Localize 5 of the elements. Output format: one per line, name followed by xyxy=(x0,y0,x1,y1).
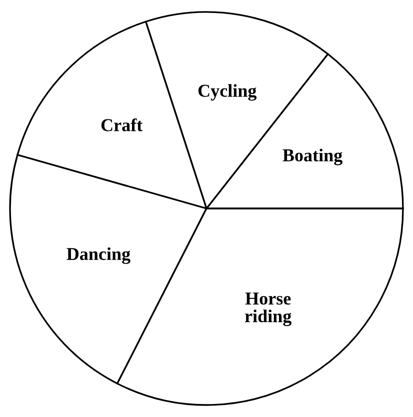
slice-label: Craft xyxy=(101,118,143,132)
slice-label: Boating xyxy=(282,148,342,166)
slice-label: Horse riding xyxy=(245,292,292,326)
slice-label: Dancing xyxy=(66,247,130,264)
slice-label: Cycling xyxy=(198,84,257,101)
